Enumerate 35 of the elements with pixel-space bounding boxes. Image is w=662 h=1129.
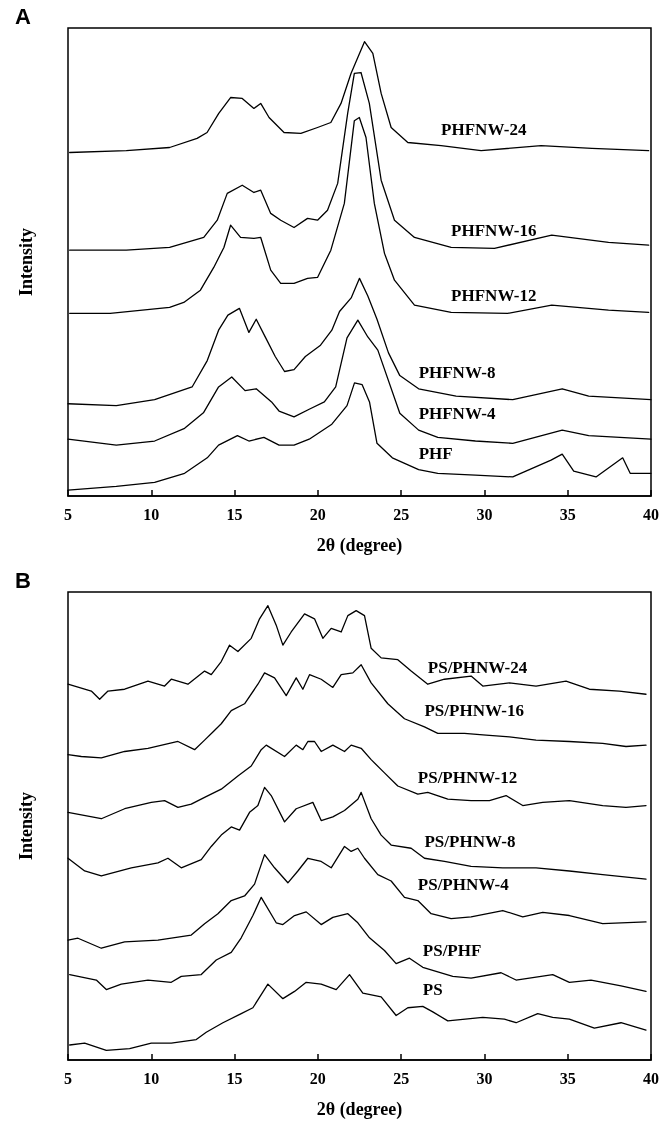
x-tick-label: 10 bbox=[143, 505, 160, 523]
x-tick-label: 20 bbox=[309, 1069, 326, 1087]
series-label: PS/PHNW-12 bbox=[417, 768, 518, 788]
series-label: PS bbox=[422, 980, 443, 1000]
x-tick-label: 15 bbox=[226, 1069, 243, 1087]
x-tick-label: 15 bbox=[226, 505, 243, 523]
series-label: PHFNW-16 bbox=[451, 221, 537, 241]
series-label: PHFNW-12 bbox=[451, 286, 537, 306]
x-axis-title: 2θ (degree) bbox=[316, 535, 403, 556]
series-label: PS/PHF bbox=[422, 941, 482, 961]
series-label: PS/PHNW-16 bbox=[424, 700, 524, 720]
x-tick-label: 35 bbox=[559, 505, 576, 523]
series-label: PS/PHNW-8 bbox=[424, 832, 516, 852]
chart-title: B bbox=[15, 567, 31, 593]
series-label: PS/PHNW-4 bbox=[417, 874, 510, 894]
x-tick-label: 25 bbox=[393, 505, 410, 523]
series-label: PS/PHNW-24 bbox=[427, 658, 528, 678]
y-axis-title: Intensity bbox=[16, 791, 36, 861]
series-label: PHFNW-24 bbox=[441, 119, 527, 139]
x-tick-label: 40 bbox=[643, 1069, 659, 1087]
x-tick-label: 10 bbox=[143, 1069, 160, 1087]
x-axis-title: 2θ (degree) bbox=[316, 1099, 403, 1120]
chart-title: A bbox=[15, 3, 31, 29]
y-axis-title: Intensity bbox=[16, 227, 36, 297]
x-tick-label: 40 bbox=[643, 505, 659, 523]
series-label: PHFNW-4 bbox=[418, 404, 496, 424]
x-tick-label: 20 bbox=[309, 505, 326, 523]
series-label: PHFNW-8 bbox=[418, 362, 496, 382]
x-tick-label: 25 bbox=[393, 1069, 410, 1087]
x-tick-label: 5 bbox=[64, 1069, 72, 1087]
x-tick-label: 35 bbox=[559, 1069, 576, 1087]
x-tick-label: 30 bbox=[476, 1069, 493, 1087]
x-tick-label: 30 bbox=[476, 505, 493, 523]
series-label: PHF bbox=[418, 443, 453, 463]
x-tick-label: 5 bbox=[64, 505, 72, 523]
